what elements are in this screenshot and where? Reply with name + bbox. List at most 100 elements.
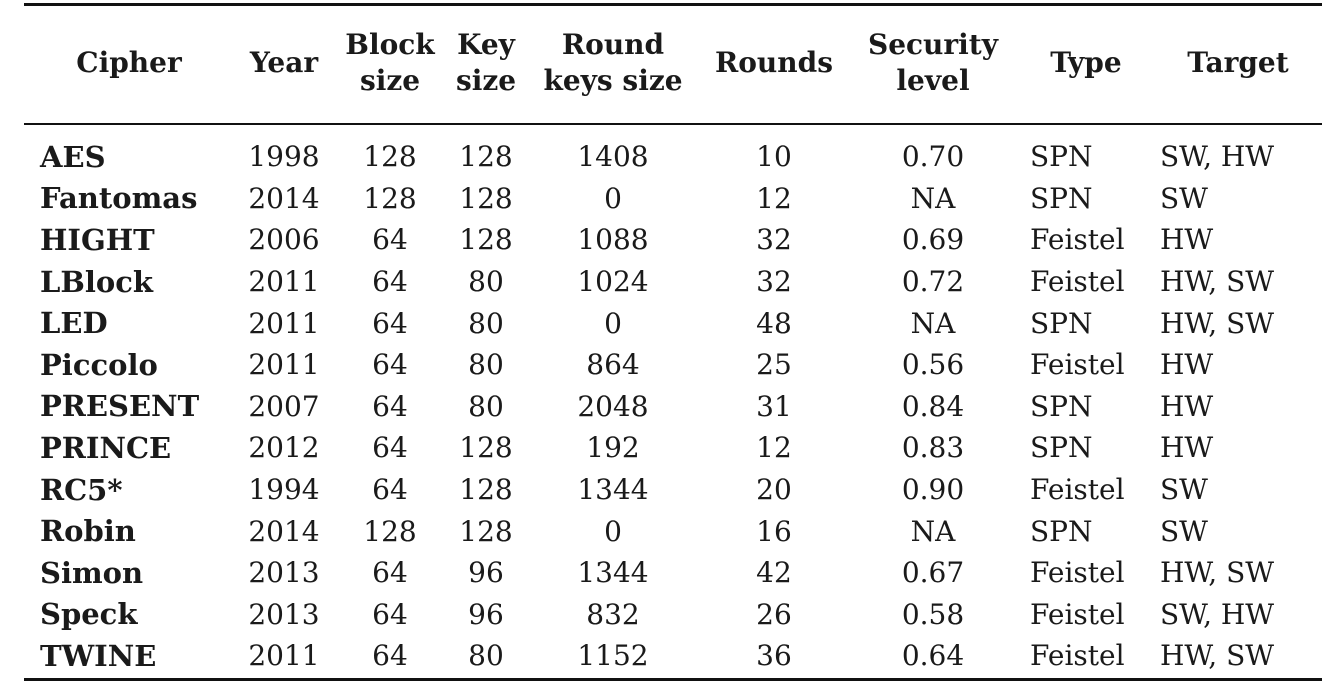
cell-key-size: 128 <box>459 431 513 465</box>
cell-key-size: 80 <box>468 639 504 673</box>
cell-rounds: 16 <box>756 514 792 548</box>
cell-security-level: 0.56 <box>901 348 965 382</box>
cell-block-size: 128 <box>363 181 417 215</box>
cell-target: HW, SW <box>1160 556 1275 590</box>
cell-target: HW <box>1160 431 1214 465</box>
cell-round-keys-size: 1088 <box>577 223 649 257</box>
table-row: AES 1998 128 128 1408 10 0.70 SPN SW, HW <box>24 126 1322 178</box>
cell-type: SPN <box>1030 389 1093 423</box>
header-security-level: Security level <box>867 28 999 97</box>
cell-round-keys-size: 1024 <box>577 265 649 299</box>
cell-round-keys-size: 1344 <box>577 473 649 507</box>
cell-key-size: 128 <box>459 473 513 507</box>
cell-round-keys-size: 832 <box>586 597 640 631</box>
cell-security-level: NA <box>910 514 956 548</box>
table-row: Robin 2014 128 128 0 16 NA SPN SW <box>24 510 1322 552</box>
cell-round-keys-size: 2048 <box>577 389 649 423</box>
table-body: AES 1998 128 128 1408 10 0.70 SPN SW, HW Fantomas… <box>24 126 1322 677</box>
cell-round-keys-size: 0 <box>604 306 622 340</box>
cell-security-level: 0.67 <box>901 556 965 590</box>
cell-year: 2011 <box>248 306 320 340</box>
table-row: HIGHT 2006 64 128 1088 32 0.69 Feistel HW <box>24 219 1322 261</box>
cell-cipher: LBlock <box>40 264 154 299</box>
cell-round-keys-size: 0 <box>604 181 622 215</box>
cell-year: 2012 <box>248 431 320 465</box>
cell-type: SPN <box>1030 181 1093 215</box>
table-row: RC5* 1994 64 128 1344 20 0.90 Feistel SW <box>24 469 1322 511</box>
table-row: PRINCE 2012 64 128 192 12 0.83 SPN HW <box>24 427 1322 469</box>
header-block-size: Block size <box>345 28 435 97</box>
header-target: Target <box>1187 46 1289 79</box>
cell-rounds: 31 <box>756 389 792 423</box>
cell-round-keys-size: 1408 <box>577 140 649 174</box>
cell-key-size: 96 <box>468 556 504 590</box>
table-row: LBlock 2011 64 80 1024 32 0.72 Feistel HW, SW <box>24 261 1322 303</box>
header-cipher: Cipher <box>76 46 182 79</box>
cell-rounds: 42 <box>756 556 792 590</box>
cell-security-level: NA <box>910 181 956 215</box>
cell-block-size: 64 <box>372 473 408 507</box>
cell-cipher: TWINE <box>40 638 157 673</box>
cell-cipher: Speck <box>40 597 138 632</box>
cell-year: 1998 <box>248 140 320 174</box>
cell-year: 2011 <box>248 348 320 382</box>
cell-type: Feistel <box>1030 348 1125 382</box>
cell-cipher: Simon <box>40 555 144 590</box>
cell-target: SW <box>1160 473 1208 507</box>
cell-security-level: 0.90 <box>901 473 965 507</box>
cell-block-size: 64 <box>372 348 408 382</box>
cell-year: 1994 <box>248 473 320 507</box>
cell-security-level: 0.64 <box>901 639 965 673</box>
table: Cipher Year Block size Key size Round keys … <box>24 0 1322 677</box>
cell-rounds: 48 <box>756 306 792 340</box>
cell-rounds: 36 <box>756 639 792 673</box>
cell-security-level: 0.72 <box>901 265 965 299</box>
cell-type: Feistel <box>1030 639 1125 673</box>
cell-key-size: 128 <box>459 181 513 215</box>
cell-cipher: HIGHT <box>40 222 155 257</box>
cell-security-level: 0.83 <box>901 431 965 465</box>
cell-round-keys-size: 1344 <box>577 556 649 590</box>
header-rule <box>24 123 1322 125</box>
cell-key-size: 80 <box>468 265 504 299</box>
cell-key-size: 128 <box>459 223 513 257</box>
cell-block-size: 64 <box>372 431 408 465</box>
header-year: Year <box>249 46 319 79</box>
cell-block-size: 128 <box>363 514 417 548</box>
cell-target: SW, HW <box>1160 597 1275 631</box>
cell-target: HW <box>1160 223 1214 257</box>
cell-cipher: Fantomas <box>40 181 198 216</box>
cell-cipher: PRESENT <box>40 389 200 424</box>
cell-type: Feistel <box>1030 265 1125 299</box>
header-row: Cipher Year Block size Key size Round keys … <box>24 0 1322 126</box>
cell-cipher: RC5* <box>40 472 123 507</box>
cell-rounds: 10 <box>756 140 792 174</box>
cell-type: Feistel <box>1030 473 1125 507</box>
table-row: Fantomas 2014 128 128 0 12 NA SPN SW <box>24 178 1322 220</box>
top-rule <box>24 3 1322 6</box>
cell-year: 2013 <box>248 556 320 590</box>
cell-round-keys-size: 0 <box>604 514 622 548</box>
cell-target: HW <box>1160 348 1214 382</box>
cell-block-size: 64 <box>372 306 408 340</box>
cell-rounds: 32 <box>756 265 792 299</box>
cell-type: SPN <box>1030 431 1093 465</box>
cell-rounds: 32 <box>756 223 792 257</box>
cell-target: SW, HW <box>1160 140 1275 174</box>
table-row: Piccolo 2011 64 80 864 25 0.56 Feistel HW <box>24 344 1322 386</box>
cell-year: 2014 <box>248 181 320 215</box>
cell-key-size: 96 <box>468 597 504 631</box>
cell-target: SW <box>1160 514 1208 548</box>
cell-rounds: 12 <box>756 181 792 215</box>
table-row: Speck 2013 64 96 832 26 0.58 Feistel SW, HW <box>24 594 1322 636</box>
cell-year: 2011 <box>248 265 320 299</box>
cell-cipher: LED <box>40 306 108 341</box>
cell-rounds: 20 <box>756 473 792 507</box>
cell-year: 2007 <box>248 389 320 423</box>
cell-block-size: 64 <box>372 556 408 590</box>
cell-rounds: 26 <box>756 597 792 631</box>
cell-key-size: 80 <box>468 348 504 382</box>
header-type: Type <box>1050 46 1122 79</box>
cell-target: SW <box>1160 181 1208 215</box>
table-row: PRESENT 2007 64 80 2048 31 0.84 SPN HW <box>24 386 1322 428</box>
